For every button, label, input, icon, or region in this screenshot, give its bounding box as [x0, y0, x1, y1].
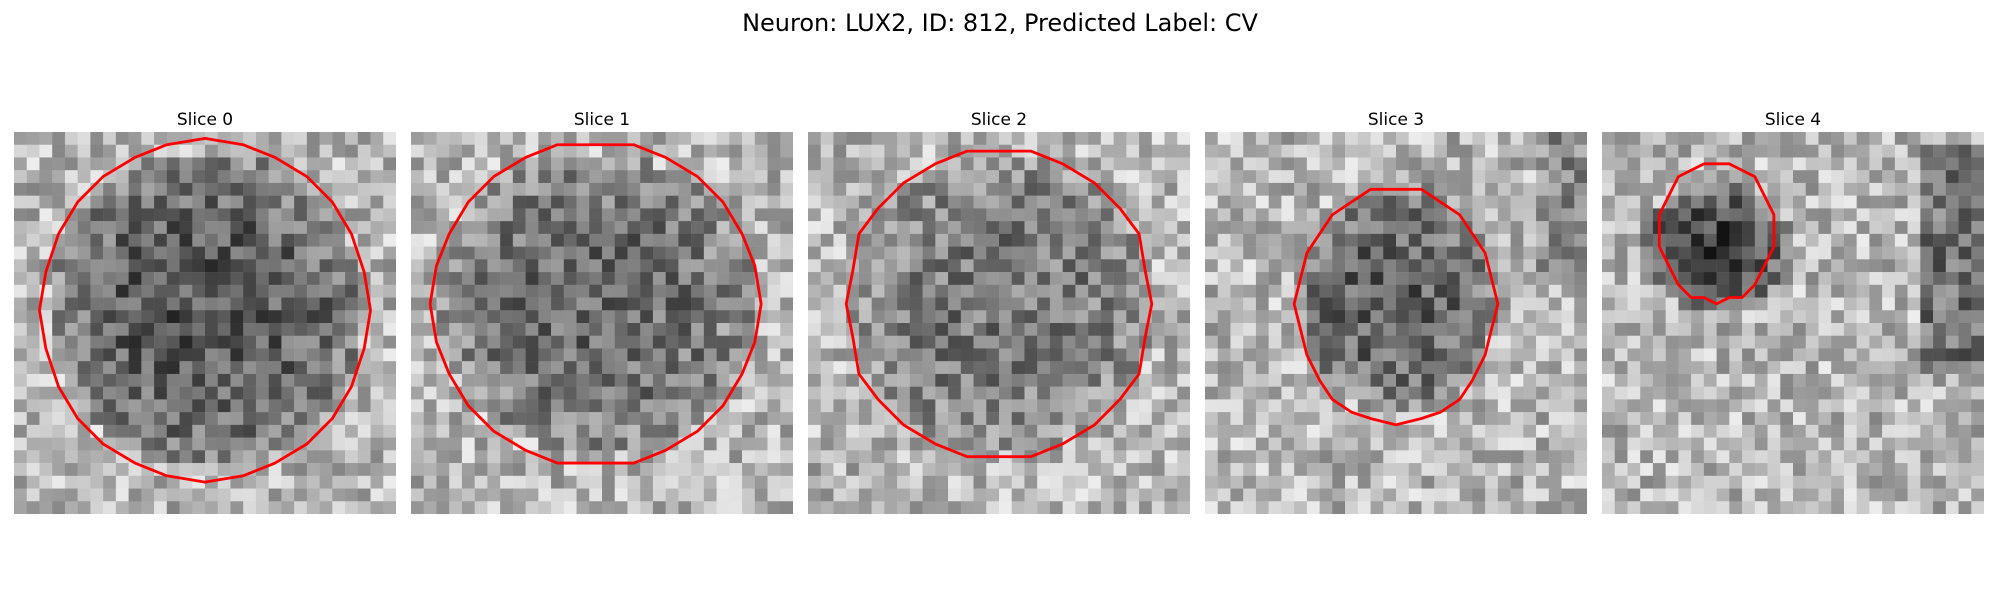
panel-slice-3: Slice 3 [1205, 108, 1587, 514]
roi-contour [844, 149, 1154, 459]
slice-image-2 [808, 132, 1190, 514]
panel-title: Slice 4 [1764, 110, 1822, 130]
panel-title: Slice 3 [1367, 110, 1425, 130]
panel-slice-1: Slice 1 [411, 108, 793, 514]
panel-title: Slice 0 [176, 110, 234, 130]
slice-image-0 [14, 132, 396, 514]
panel-title: Slice 2 [970, 110, 1028, 130]
panel-title: Slice 1 [573, 110, 631, 130]
slice-image-1 [411, 132, 793, 514]
roi-contour [38, 136, 372, 484]
slice-image-4 [1602, 132, 1984, 514]
panel-slice-2: Slice 2 [808, 108, 1190, 514]
roi-contour [428, 143, 763, 465]
panel-slice-0: Slice 0 [14, 108, 396, 514]
roi-contour [1657, 162, 1776, 306]
panel-slice-4: Slice 4 [1602, 108, 1984, 514]
slice-image-3 [1205, 132, 1587, 514]
figure-title: Neuron: LUX2, ID: 812, Predicted Label: … [742, 9, 1258, 37]
roi-contour [1292, 187, 1500, 427]
